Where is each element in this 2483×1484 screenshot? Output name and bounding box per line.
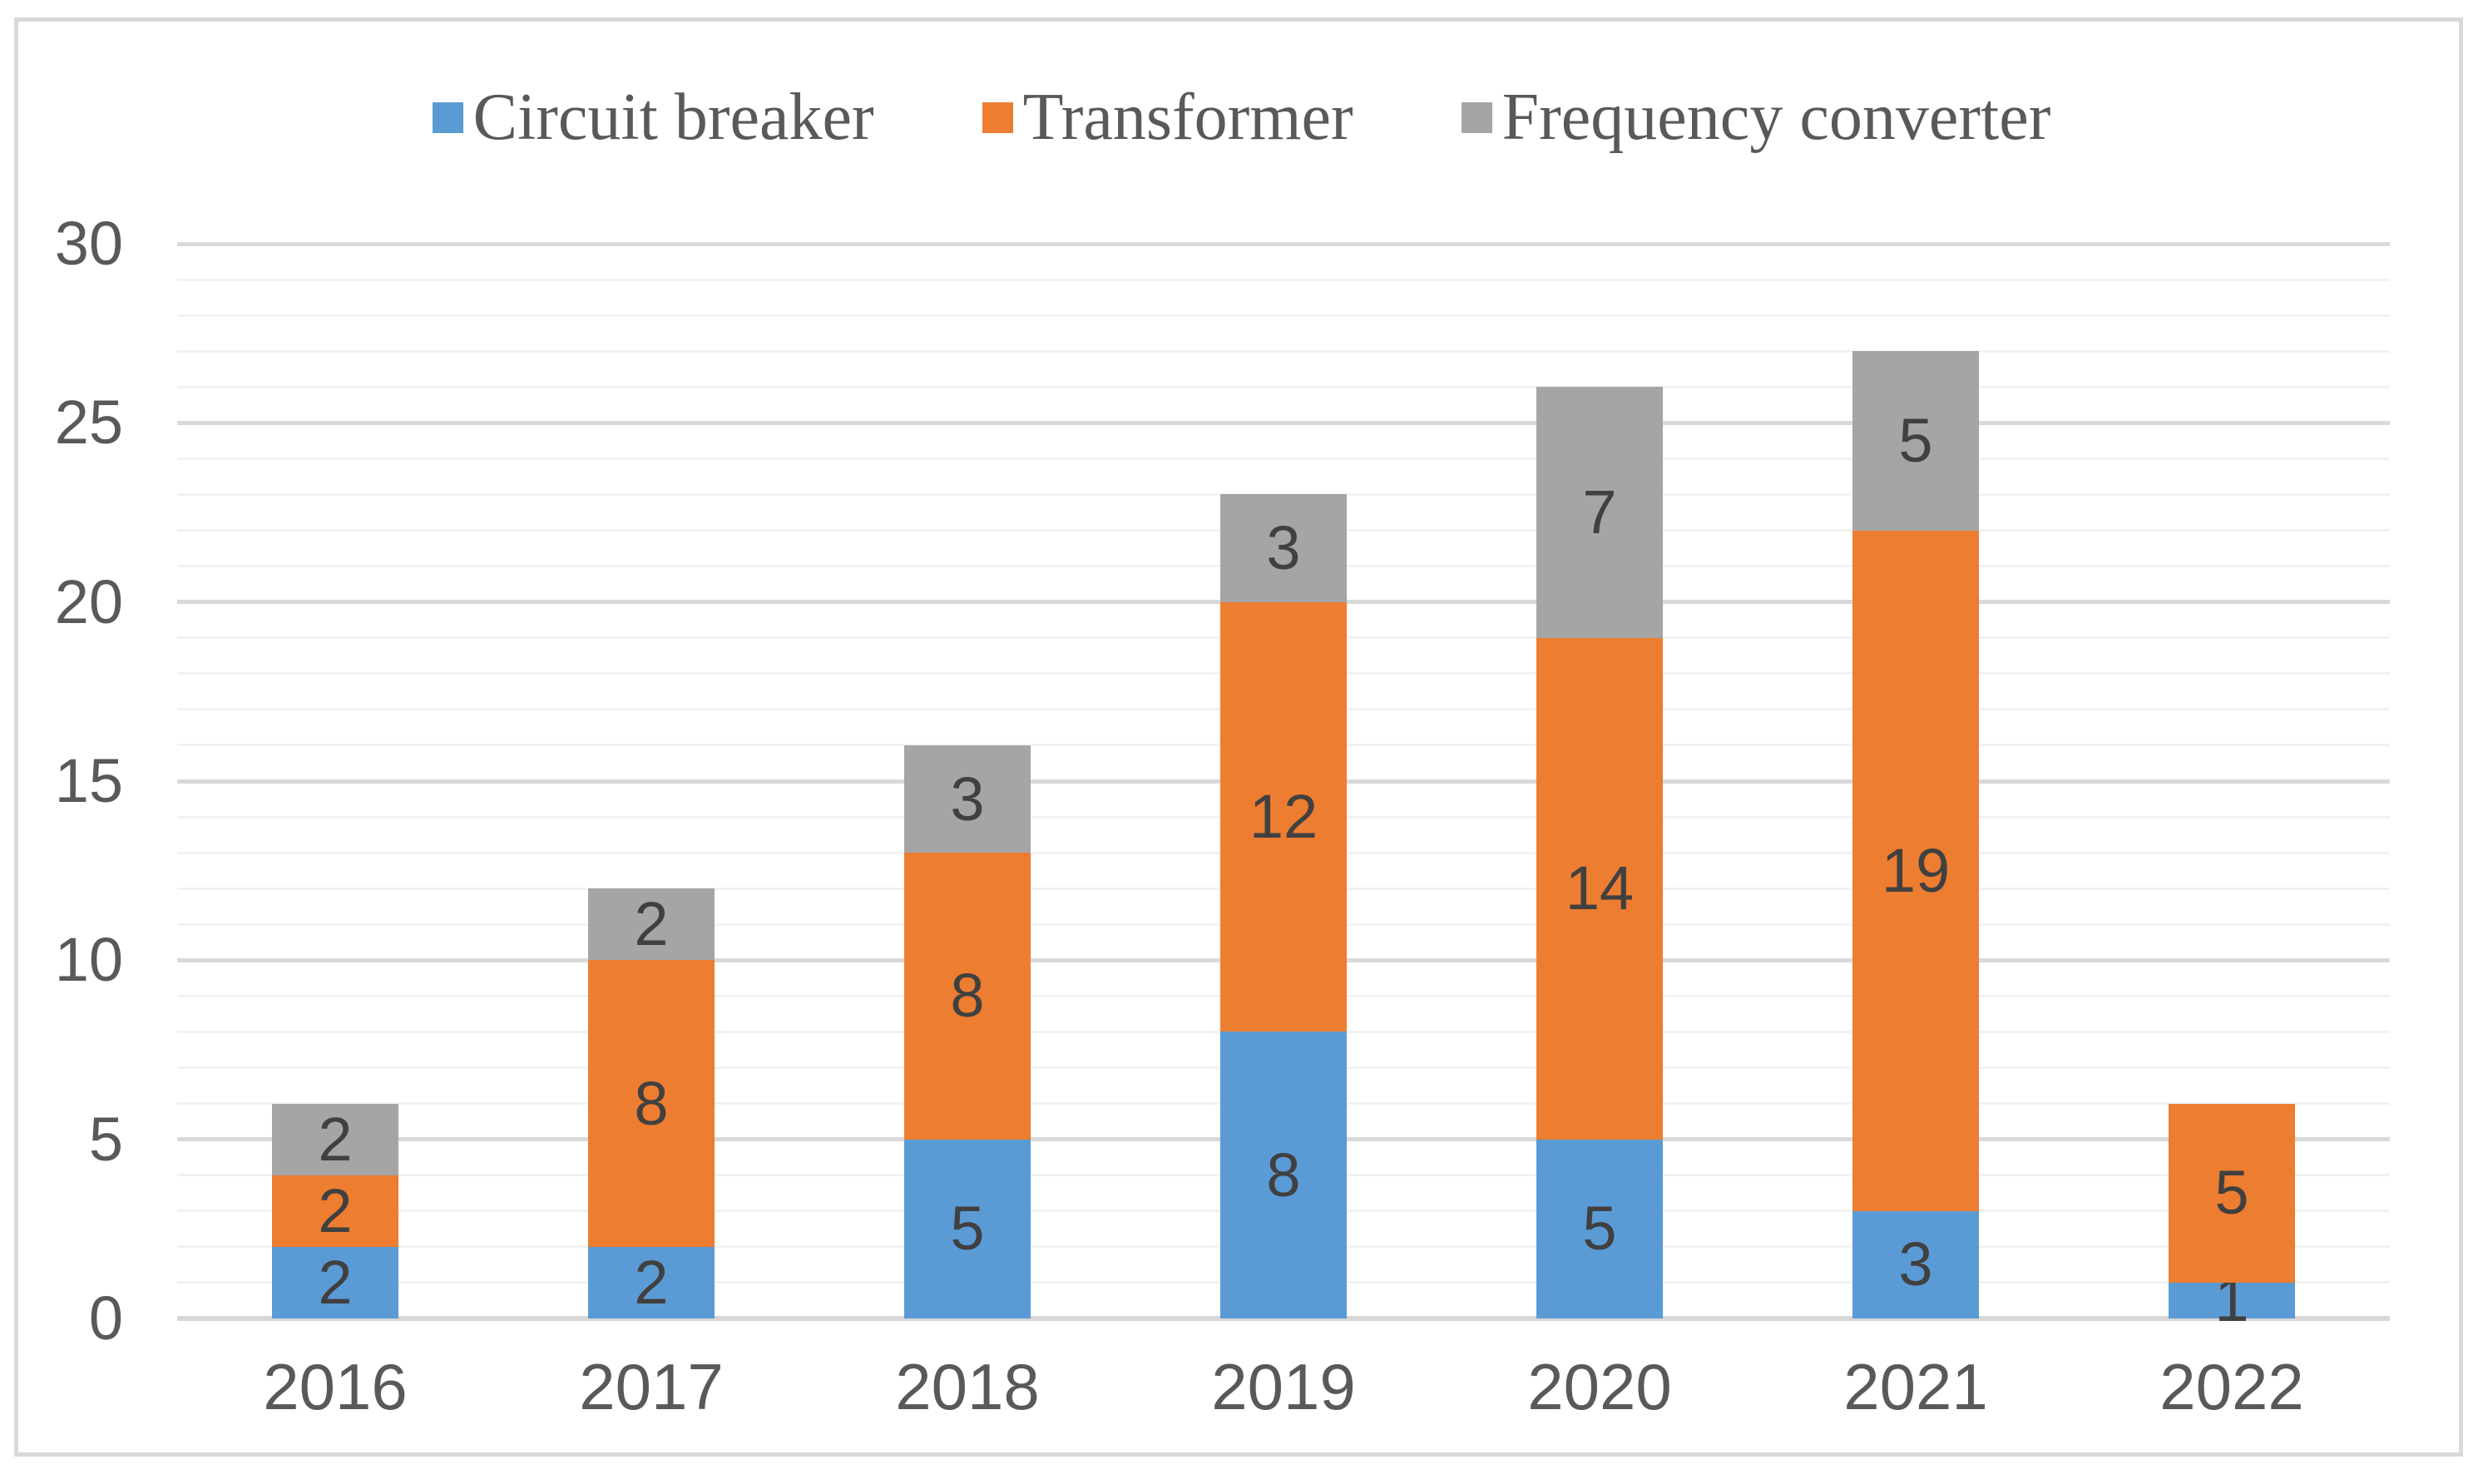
bar-segment-circuit-breaker-2017 bbox=[588, 1246, 715, 1318]
gridline-major bbox=[177, 241, 2390, 246]
data-label: 2 bbox=[318, 1247, 353, 1317]
y-tick-label: 5 bbox=[88, 1104, 123, 1174]
y-tick-label: 25 bbox=[54, 388, 123, 458]
bar-segment-frequency-converter-2021 bbox=[1852, 351, 1979, 531]
legend-item-circuit-breaker: Circuit breaker bbox=[432, 81, 874, 154]
bar-segment-transformer-2017 bbox=[588, 960, 715, 1247]
bar-segment-frequency-converter-2019 bbox=[1220, 494, 1347, 602]
gridline-minor bbox=[177, 314, 2390, 317]
y-tick-label: 10 bbox=[54, 925, 123, 995]
data-label: 3 bbox=[1898, 1229, 1933, 1299]
y-tick-label: 15 bbox=[54, 746, 123, 815]
data-label: 3 bbox=[1266, 513, 1301, 583]
data-label: 2 bbox=[318, 1104, 353, 1174]
y-tick-label: 0 bbox=[88, 1284, 123, 1353]
gridline-minor bbox=[177, 457, 2390, 460]
data-label: 5 bbox=[2214, 1158, 2249, 1228]
data-label: 8 bbox=[634, 1068, 669, 1138]
data-label: 19 bbox=[1881, 835, 1951, 905]
bar-segment-transformer-2022 bbox=[2169, 1103, 2295, 1283]
bar-segment-circuit-breaker-2016 bbox=[272, 1246, 398, 1318]
data-label: 8 bbox=[950, 961, 985, 1031]
gridline-minor bbox=[177, 349, 2390, 353]
data-label: 8 bbox=[1266, 1140, 1301, 1209]
bar-segment-circuit-breaker-2022 bbox=[2169, 1282, 2295, 1318]
data-label: 2 bbox=[634, 889, 669, 959]
legend-swatch-transformer-icon bbox=[982, 101, 1013, 133]
y-tick-label: 20 bbox=[54, 566, 123, 636]
bar-segment-circuit-breaker-2019 bbox=[1220, 1031, 1347, 1318]
legend-label-circuit-breaker: Circuit breaker bbox=[472, 81, 874, 154]
data-label: 1 bbox=[2214, 1265, 2249, 1335]
bar-segment-frequency-converter-2016 bbox=[272, 1103, 398, 1175]
x-axis-label: 2019 bbox=[1211, 1350, 1356, 1423]
data-label: 14 bbox=[1565, 853, 1635, 923]
legend-item-frequency-converter: Frequency converter bbox=[1461, 81, 2051, 154]
bar-segment-transformer-2021 bbox=[1852, 530, 1979, 1211]
y-tick-label: 30 bbox=[54, 209, 123, 278]
data-label: 5 bbox=[1898, 405, 1933, 475]
data-label: 5 bbox=[950, 1194, 985, 1264]
legend-swatch-frequency-converter-icon bbox=[1461, 101, 1492, 133]
bar-segment-frequency-converter-2020 bbox=[1536, 387, 1663, 638]
bar-segment-frequency-converter-2017 bbox=[588, 888, 715, 961]
legend-item-transformer: Transformer bbox=[982, 84, 1353, 151]
bar-segment-frequency-converter-2018 bbox=[904, 744, 1031, 853]
x-axis-label: 2017 bbox=[579, 1350, 724, 1423]
gridline-minor bbox=[177, 278, 2390, 281]
x-axis-line bbox=[177, 1316, 2390, 1321]
legend-swatch-circuit-breaker-icon bbox=[432, 101, 463, 133]
bar-segment-transformer-2020 bbox=[1536, 637, 1663, 1140]
bar-segment-transformer-2018 bbox=[904, 853, 1031, 1140]
x-axis-label: 2016 bbox=[263, 1350, 408, 1423]
bar-segment-transformer-2016 bbox=[272, 1175, 398, 1247]
bar-segment-circuit-breaker-2020 bbox=[1536, 1139, 1663, 1318]
bar-segment-transformer-2019 bbox=[1220, 601, 1347, 1032]
data-label: 2 bbox=[634, 1247, 669, 1317]
data-label: 2 bbox=[318, 1175, 353, 1245]
data-label: 5 bbox=[1582, 1194, 1617, 1264]
data-label: 7 bbox=[1582, 477, 1617, 547]
bar-segment-circuit-breaker-2021 bbox=[1852, 1210, 1979, 1318]
data-label: 12 bbox=[1249, 782, 1318, 852]
x-axis-label: 2021 bbox=[1843, 1350, 1988, 1423]
bar-segment-circuit-breaker-2018 bbox=[904, 1139, 1031, 1318]
legend-label-frequency-converter: Frequency converter bbox=[1501, 81, 2051, 154]
legend-label-transformer: Transformer bbox=[1022, 81, 1353, 154]
x-axis-label: 2020 bbox=[1527, 1350, 1672, 1423]
gridline-minor bbox=[177, 385, 2390, 388]
gridline-major bbox=[177, 420, 2390, 425]
x-axis-label: 2022 bbox=[2159, 1350, 2304, 1423]
data-label: 3 bbox=[950, 764, 985, 834]
legend: Circuit breaker Transformer Frequency co… bbox=[0, 84, 2483, 151]
x-axis-label: 2018 bbox=[895, 1350, 1040, 1423]
